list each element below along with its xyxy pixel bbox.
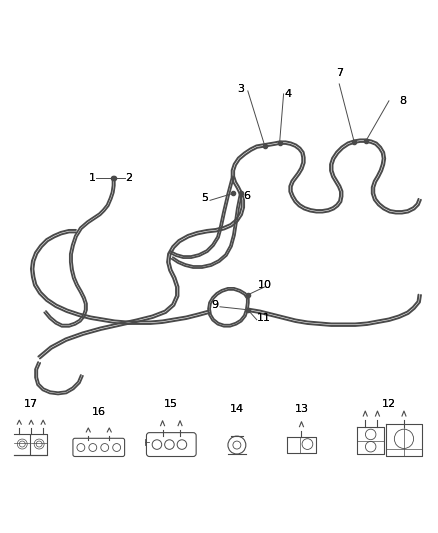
Text: 1: 1 <box>89 173 96 183</box>
Text: 8: 8 <box>399 96 406 106</box>
Text: 9: 9 <box>211 300 218 310</box>
Text: 4: 4 <box>285 89 292 99</box>
Text: 4: 4 <box>285 89 292 99</box>
Text: 16: 16 <box>92 407 106 417</box>
Text: 2: 2 <box>126 173 133 183</box>
Text: 14: 14 <box>230 404 244 414</box>
Text: 11: 11 <box>257 313 271 323</box>
Text: 6: 6 <box>243 191 250 201</box>
Text: 6: 6 <box>243 191 250 201</box>
Text: 15: 15 <box>164 399 178 409</box>
Text: 5: 5 <box>201 193 208 204</box>
Text: 12: 12 <box>382 399 396 409</box>
Text: 10: 10 <box>258 280 272 290</box>
Text: 7: 7 <box>336 68 343 78</box>
Text: 17: 17 <box>24 399 38 409</box>
Text: 16: 16 <box>92 407 106 417</box>
Text: 12: 12 <box>382 399 396 409</box>
Text: 3: 3 <box>237 84 244 94</box>
Text: 11: 11 <box>257 313 271 323</box>
Text: 14: 14 <box>230 404 244 414</box>
Text: 5: 5 <box>201 193 208 204</box>
Text: 1: 1 <box>89 173 96 183</box>
Text: 7: 7 <box>336 68 343 78</box>
Text: 13: 13 <box>294 404 308 414</box>
Text: 2: 2 <box>126 173 133 183</box>
Text: 15: 15 <box>164 399 178 409</box>
Text: 17: 17 <box>24 399 38 409</box>
Text: 13: 13 <box>294 404 308 414</box>
Text: 3: 3 <box>237 84 244 94</box>
Text: 9: 9 <box>211 300 218 310</box>
Text: 10: 10 <box>258 280 272 290</box>
Text: 8: 8 <box>399 96 406 106</box>
